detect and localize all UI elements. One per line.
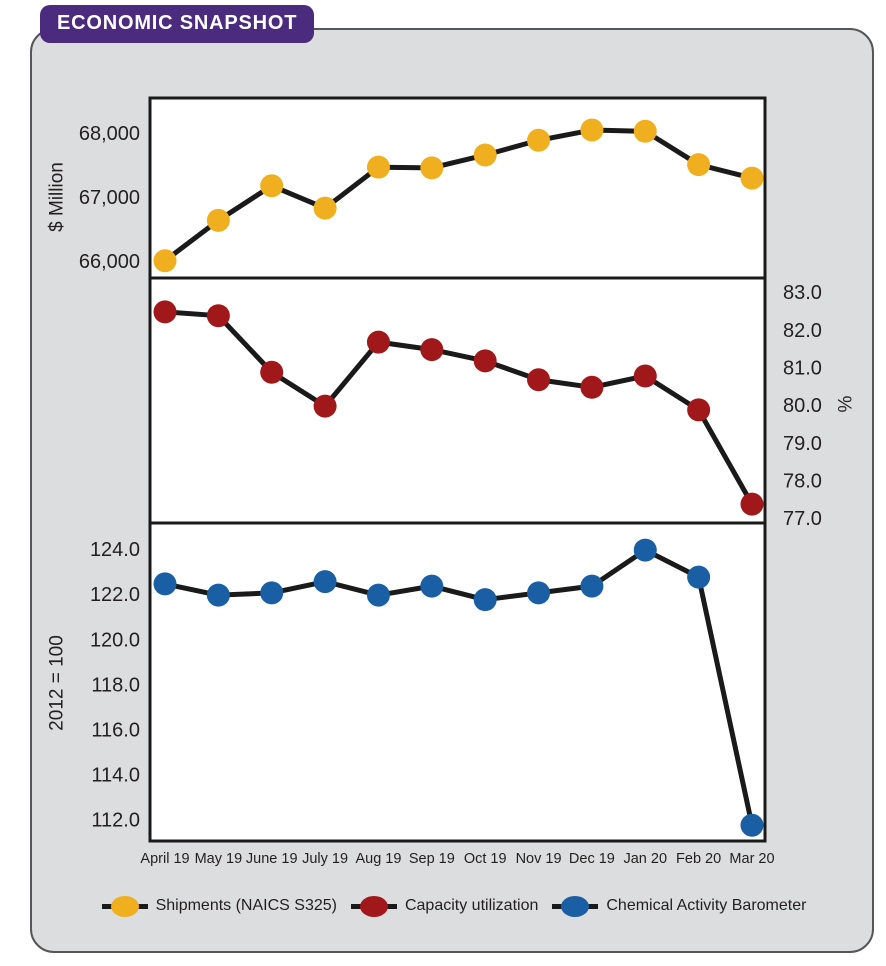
- data-point: [153, 249, 177, 273]
- data-point: [580, 118, 604, 142]
- data-point: [260, 174, 284, 198]
- y-tick-label: 124.0: [90, 539, 140, 561]
- data-point: [473, 588, 497, 612]
- data-point: [260, 581, 284, 605]
- data-point: [206, 208, 230, 232]
- data-point: [313, 394, 337, 418]
- legend-label-barometer: Chemical Activity Barometer: [606, 897, 807, 914]
- legend-label-shipments: Shipments (NAICS S325): [155, 897, 337, 914]
- barometer-series-marker-icon: [552, 893, 599, 919]
- y-tick-label: 66,000: [79, 251, 140, 273]
- y-tick-label: 68,000: [79, 123, 140, 145]
- data-point: [633, 119, 657, 143]
- data-point: [687, 398, 711, 422]
- y-tick-label: 114.0: [91, 765, 140, 787]
- axis-title-2: 2012 = 100: [47, 635, 68, 731]
- x-axis-month-label: Oct 19: [464, 851, 507, 867]
- data-point: [153, 300, 177, 324]
- y-tick-label: 112.0: [91, 810, 140, 832]
- barometer-dot-icon: [561, 895, 590, 917]
- x-axis-month-label: Aug 19: [355, 851, 401, 867]
- page-title: ECONOMIC SNAPSHOT: [57, 12, 298, 34]
- data-point: [633, 538, 657, 562]
- x-axis-month-label: Feb 20: [676, 851, 721, 867]
- x-axis-month-label: April 19: [140, 851, 189, 867]
- shipments-series-marker-icon: [101, 893, 148, 919]
- chart-panel-1: [148, 276, 767, 525]
- data-point: [473, 349, 497, 373]
- y-tick-label: 77.0: [783, 508, 822, 530]
- data-point: [366, 155, 390, 179]
- x-axis-month-label: June 19: [246, 851, 298, 867]
- data-point: [633, 364, 657, 388]
- y-tick-label: 82.0: [783, 320, 822, 342]
- y-tick-label: 122.0: [90, 584, 140, 606]
- data-point: [206, 583, 230, 607]
- data-point: [366, 330, 390, 354]
- capacity-dot-icon: [359, 895, 388, 917]
- y-tick-label: 118.0: [91, 674, 140, 696]
- y-tick-label: 79.0: [783, 433, 822, 455]
- data-point: [420, 338, 444, 362]
- x-axis-month-label: Nov 19: [516, 851, 562, 867]
- chart-panel-2: [148, 521, 767, 843]
- data-point: [473, 143, 497, 167]
- data-point: [580, 375, 604, 399]
- y-tick-label: 78.0: [783, 471, 822, 493]
- x-axis-month-label: May 19: [195, 851, 243, 867]
- x-axis-month-label: Dec 19: [569, 851, 615, 867]
- y-tick-label: 83.0: [783, 282, 822, 304]
- x-axis-month-label: July 19: [302, 851, 348, 867]
- data-point: [527, 581, 551, 605]
- data-point: [313, 570, 337, 594]
- y-tick-label: 116.0: [91, 719, 140, 741]
- axis-title-1: %: [836, 395, 857, 412]
- data-point: [740, 166, 764, 190]
- y-tick-label: 81.0: [783, 357, 822, 379]
- capacity-series-marker-icon: [350, 893, 397, 919]
- x-axis-month-label: Jan 20: [623, 851, 667, 867]
- legend-item-capacity: Capacity utilization: [350, 893, 539, 919]
- y-tick-label: 120.0: [90, 629, 140, 651]
- data-point: [740, 492, 764, 516]
- y-tick-label: 80.0: [783, 395, 822, 417]
- data-point: [420, 574, 444, 598]
- data-point: [527, 128, 551, 152]
- data-point: [260, 360, 284, 384]
- legend-item-barometer: Chemical Activity Barometer: [552, 893, 806, 919]
- data-point: [420, 156, 444, 180]
- data-point: [527, 368, 551, 392]
- legend-label-capacity: Capacity utilization: [404, 897, 539, 914]
- data-point: [687, 153, 711, 177]
- shipments-dot-icon: [110, 895, 139, 917]
- data-point: [687, 565, 711, 589]
- data-point: [206, 304, 230, 328]
- data-point: [366, 583, 390, 607]
- data-point: [313, 196, 337, 220]
- data-point: [740, 813, 764, 837]
- axis-title-0: $ Million: [47, 162, 68, 232]
- chart-panel-0: [148, 96, 767, 280]
- legend-item-shipments: Shipments (NAICS S325): [101, 893, 337, 919]
- x-axis-month-label: Mar 20: [729, 851, 774, 867]
- y-tick-label: 67,000: [79, 187, 140, 209]
- chart-legend: Shipments (NAICS S325) Capacity utilizat…: [32, 886, 876, 926]
- x-axis-month-label: Sep 19: [409, 851, 455, 867]
- title-badge: ECONOMIC SNAPSHOT: [40, 5, 315, 43]
- data-point: [153, 572, 177, 596]
- data-point: [580, 574, 604, 598]
